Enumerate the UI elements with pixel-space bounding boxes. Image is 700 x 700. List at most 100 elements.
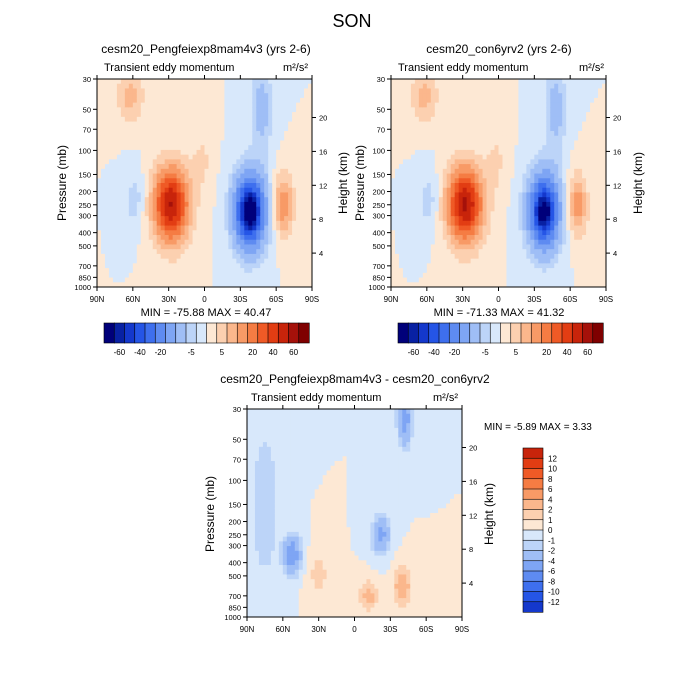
heat-cell	[474, 220, 480, 227]
heat-cell	[530, 149, 535, 156]
heat-cell	[430, 164, 436, 170]
heat-cell	[474, 249, 480, 255]
heat-cell	[482, 116, 488, 123]
heat-cell	[486, 197, 492, 203]
heat-cell	[268, 159, 273, 165]
heat-cell	[236, 126, 241, 132]
heat-cell	[546, 239, 551, 245]
heat-cell	[442, 235, 448, 241]
heat-cell	[578, 201, 583, 208]
heat-cell	[422, 220, 428, 227]
heat-cell	[124, 197, 130, 203]
heat-cell	[526, 206, 531, 212]
heat-cell	[132, 258, 138, 264]
heat-cell	[546, 192, 551, 198]
heat-cell	[188, 258, 194, 264]
heat-cell	[458, 239, 464, 245]
heat-cell	[522, 121, 527, 127]
heat-cell	[288, 268, 293, 274]
heat-cell	[240, 145, 245, 151]
heat-cell	[128, 126, 134, 132]
heat-cell	[526, 197, 531, 203]
heat-cell	[446, 145, 452, 151]
heat-cell	[247, 409, 252, 415]
heat-cell	[188, 97, 194, 104]
heat-cell	[288, 178, 293, 184]
x-tick-label: 90S	[305, 295, 319, 304]
heat-cell	[558, 126, 563, 132]
heat-cell	[284, 154, 289, 160]
heat-cell	[498, 131, 503, 137]
heat-cell	[100, 258, 106, 264]
panel-3-title: cesm20_Pengfeiexp8mam4v3 - cesm20_con6yr…	[220, 372, 490, 386]
heat-cell	[132, 140, 138, 146]
heat-cell	[402, 230, 408, 236]
heat-cell	[124, 126, 130, 132]
heat-cell	[546, 102, 551, 108]
heat-cell	[240, 154, 245, 160]
colorbar-label: 60	[289, 348, 298, 357]
heat-cell	[148, 253, 154, 260]
heat-cell	[268, 268, 273, 274]
heat-cell	[414, 258, 420, 264]
heat-cell	[526, 112, 531, 118]
heat-cell	[422, 168, 428, 175]
heat-cell	[104, 145, 110, 151]
heat-cell	[474, 126, 480, 132]
heat-cell	[216, 107, 221, 113]
heat-cell	[272, 145, 277, 151]
heat-cell	[256, 83, 261, 89]
heat-cell	[462, 88, 468, 94]
heat-cell	[228, 112, 233, 118]
heat-cell	[414, 253, 420, 260]
heat-cell	[414, 239, 420, 245]
heat-cell	[116, 220, 122, 227]
heat-cell	[172, 168, 178, 175]
heat-cell	[406, 112, 412, 118]
heat-cell	[442, 154, 448, 160]
heat-cell	[144, 126, 150, 132]
heat-cell	[284, 268, 289, 274]
heat-cell	[164, 272, 170, 279]
heat-cell	[542, 277, 547, 283]
heat-cell	[284, 140, 289, 146]
heat-cell	[394, 97, 400, 104]
heat-cell	[272, 249, 277, 255]
heat-cell	[602, 268, 607, 274]
heat-cell	[506, 140, 511, 146]
heat-cell	[422, 116, 428, 123]
heat-cell	[232, 116, 237, 123]
heat-cell	[248, 168, 253, 175]
heat-cell	[264, 159, 269, 165]
heat-cell	[128, 211, 134, 217]
heat-cell	[264, 183, 269, 189]
heat-cell	[168, 187, 174, 193]
heat-cell	[212, 239, 217, 245]
heat-cell	[498, 225, 503, 231]
heat-cell	[144, 145, 150, 151]
heat-cell	[602, 154, 607, 160]
heat-cell	[116, 131, 122, 137]
heat-cell	[446, 216, 452, 222]
heat-cell	[256, 121, 261, 127]
heat-cell	[176, 183, 182, 189]
heat-cell	[244, 249, 249, 255]
heat-cell	[598, 102, 603, 108]
heat-cell	[192, 220, 198, 227]
heat-cell	[558, 272, 563, 279]
heat-cell	[264, 178, 269, 184]
heat-cell	[120, 83, 126, 89]
heat-cell	[402, 102, 408, 108]
heat-cell	[454, 140, 460, 146]
heat-cell	[248, 235, 253, 241]
heat-cell	[410, 183, 416, 189]
heat-cell	[562, 140, 567, 146]
heat-cell	[538, 211, 543, 217]
heat-cell	[498, 164, 503, 170]
heat-cell	[586, 220, 591, 227]
heat-cell	[104, 135, 110, 141]
heat-cell	[112, 121, 118, 127]
heat-cell	[530, 277, 535, 283]
heat-cell	[534, 258, 539, 264]
heat-cell	[97, 239, 102, 245]
